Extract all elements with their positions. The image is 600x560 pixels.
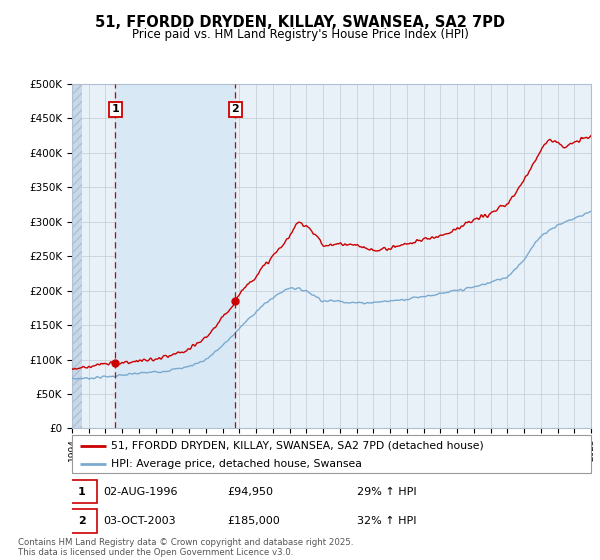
FancyBboxPatch shape — [72, 435, 591, 473]
Text: HPI: Average price, detached house, Swansea: HPI: Average price, detached house, Swan… — [111, 459, 362, 469]
Text: £94,950: £94,950 — [228, 487, 274, 497]
Text: 51, FFORDD DRYDEN, KILLAY, SWANSEA, SA2 7PD: 51, FFORDD DRYDEN, KILLAY, SWANSEA, SA2 … — [95, 15, 505, 30]
Text: 1: 1 — [112, 105, 119, 114]
Text: 02-AUG-1996: 02-AUG-1996 — [103, 487, 178, 497]
Text: 2: 2 — [232, 105, 239, 114]
Text: 32% ↑ HPI: 32% ↑ HPI — [358, 516, 417, 526]
Text: 2: 2 — [78, 516, 86, 526]
Text: Contains HM Land Registry data © Crown copyright and database right 2025.
This d: Contains HM Land Registry data © Crown c… — [18, 538, 353, 557]
Text: 51, FFORDD DRYDEN, KILLAY, SWANSEA, SA2 7PD (detached house): 51, FFORDD DRYDEN, KILLAY, SWANSEA, SA2 … — [111, 441, 484, 451]
Text: 1: 1 — [78, 487, 86, 497]
FancyBboxPatch shape — [67, 480, 97, 503]
FancyBboxPatch shape — [67, 510, 97, 533]
Text: 03-OCT-2003: 03-OCT-2003 — [103, 516, 176, 526]
Text: 29% ↑ HPI: 29% ↑ HPI — [358, 487, 417, 497]
Text: Price paid vs. HM Land Registry's House Price Index (HPI): Price paid vs. HM Land Registry's House … — [131, 28, 469, 41]
Text: £185,000: £185,000 — [228, 516, 280, 526]
